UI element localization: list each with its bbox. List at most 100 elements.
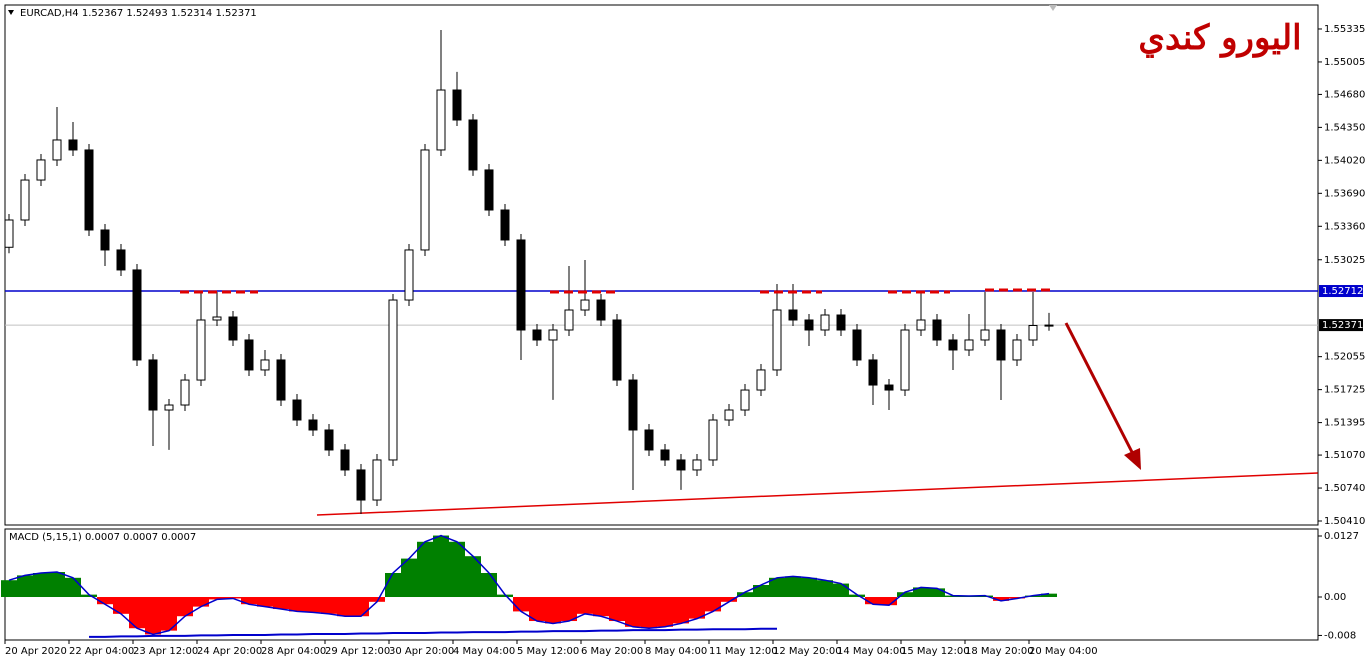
macd-bar: [849, 594, 865, 598]
macd-bar: [433, 535, 449, 598]
candle-body: [916, 319, 926, 331]
macd-bar: [721, 597, 737, 602]
macd-bar: [785, 576, 801, 598]
macd-bar: [881, 597, 897, 606]
candle-body: [292, 399, 302, 421]
macd-bar: [753, 585, 769, 598]
arrow-head: [1124, 448, 1141, 470]
macd-bar: [593, 597, 609, 617]
macd-bar: [417, 541, 433, 598]
candle-body: [1044, 324, 1054, 327]
macd-bar: [305, 597, 321, 613]
resistance-marks: [180, 288, 1055, 294]
candle-body: [948, 339, 958, 351]
macd-bar: [817, 580, 833, 598]
x-tick-label: 4 May 04:00: [453, 646, 515, 657]
candle-body: [52, 139, 62, 161]
candle-body: [900, 329, 910, 391]
macd-bar: [673, 597, 689, 624]
candle-body: [884, 384, 894, 391]
macd-bar: [65, 577, 81, 598]
candle-body: [756, 369, 766, 391]
menu-triangle[interactable]: [8, 10, 14, 15]
macd-bar: [641, 597, 657, 629]
macd-bar: [545, 597, 561, 624]
x-tick-label: 22 Apr 04:00: [69, 646, 134, 657]
candle-body: [612, 319, 622, 381]
candle-body: [852, 329, 862, 361]
y-tick-label: 1.51070: [1324, 450, 1365, 461]
candle-body: [20, 179, 30, 221]
x-tick-label: 8 May 04:00: [645, 646, 707, 657]
symbol-header: EURCAD,H4 1.52367 1.52493 1.52314 1.5237…: [20, 8, 257, 19]
macd-bar: [257, 597, 273, 607]
macd-bar: [737, 592, 753, 598]
y-tick-label: 1.53025: [1324, 255, 1365, 266]
arrow: [1064, 322, 1141, 470]
macd-bar: [1, 580, 17, 598]
macd-bar: [353, 597, 369, 617]
candle-body: [628, 379, 638, 431]
candle-body: [260, 359, 270, 371]
y-tick-label: 1.54680: [1324, 89, 1365, 100]
candle-body: [468, 119, 478, 171]
macd-label: MACD (5,15,1) 0.0007 0.0007 0.0007: [9, 532, 196, 543]
candle-body: [932, 319, 942, 341]
candle-body: [436, 89, 446, 151]
y-tick-label: 1.54350: [1324, 122, 1365, 133]
candle-body: [964, 339, 974, 351]
macd-bar: [609, 597, 625, 622]
candle-body: [484, 169, 494, 211]
candle-body: [228, 316, 238, 341]
macd-bar: [497, 594, 513, 598]
y-tick-label: 1.51395: [1324, 418, 1365, 429]
trendline: [316, 472, 1318, 516]
candle-body: [564, 309, 574, 331]
x-tick-label: 18 May 20:00: [965, 646, 1034, 657]
macd-bar: [337, 597, 353, 617]
candle-body: [548, 329, 558, 341]
macd-bar: [81, 594, 97, 598]
chart-title: اليورو كندي: [1138, 18, 1301, 58]
macd-bar: [49, 572, 65, 598]
level-box: [1319, 285, 1363, 298]
macd-bar: [577, 597, 593, 614]
candle-body: [580, 299, 590, 311]
candle-body: [84, 149, 94, 231]
y-tick-label: -0.008: [1324, 630, 1356, 641]
candle-body: [532, 329, 542, 341]
candle-body: [244, 339, 254, 371]
x-tick-label: 24 Apr 20:00: [197, 646, 262, 657]
candle-body: [324, 429, 334, 451]
candle-body: [740, 389, 750, 411]
y-tick-label: 0.0127: [1324, 531, 1359, 542]
candle-body: [804, 319, 814, 331]
candle-body: [308, 419, 318, 431]
x-tick-label: 15 May 12:00: [901, 646, 970, 657]
candle-body: [132, 269, 142, 361]
candle-body: [372, 459, 382, 501]
y-tick-label: 1.53360: [1324, 221, 1365, 232]
candle-body: [596, 299, 606, 321]
macd-bar: [833, 583, 849, 598]
x-tick-label: 30 Apr 20:00: [389, 646, 454, 657]
x-tick-label: 29 Apr 12:00: [325, 646, 390, 657]
macd-bar: [929, 588, 945, 598]
macd-bar: [241, 597, 257, 605]
macd-bar: [865, 597, 881, 605]
price-panel: [4, 4, 1319, 526]
macd-bar: [193, 597, 209, 607]
macd-bar: [689, 597, 705, 619]
candle-body: [164, 404, 174, 411]
macd-bar: [17, 575, 33, 598]
last-price-label: 1.52371: [1322, 320, 1363, 331]
macd-bar: [481, 572, 497, 598]
candle-body: [4, 219, 14, 248]
macd-bar: [33, 572, 49, 598]
candle-body: [772, 309, 782, 371]
macd-bar: [161, 597, 177, 631]
candle-body: [980, 329, 990, 341]
y-tick-label: 1.50740: [1324, 483, 1365, 494]
candle-body: [404, 249, 414, 301]
